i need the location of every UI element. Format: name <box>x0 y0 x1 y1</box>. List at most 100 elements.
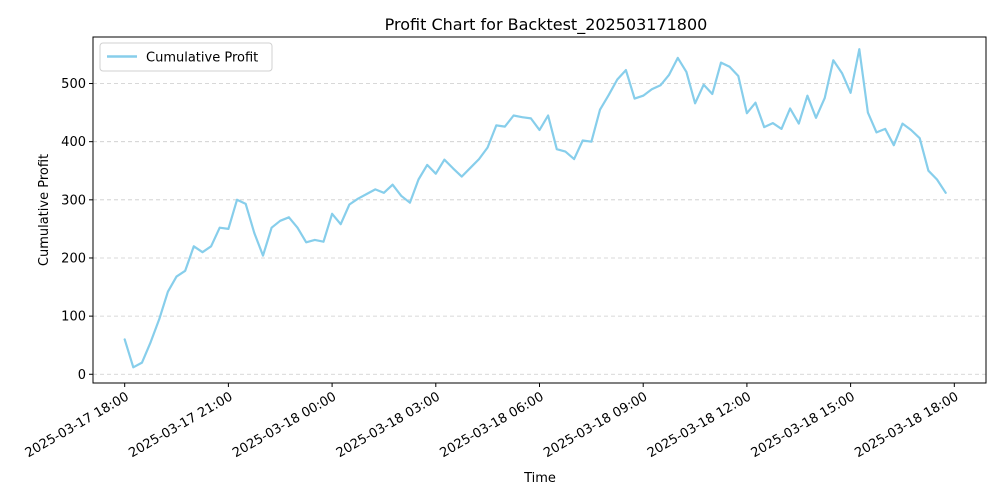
data-point <box>538 129 541 131</box>
data-point <box>832 59 835 62</box>
data-point <box>167 290 169 293</box>
data-point <box>720 61 722 64</box>
data-point <box>123 338 126 341</box>
data-point <box>581 139 584 142</box>
data-point <box>797 122 800 125</box>
y-tick-label: 100 <box>61 310 86 325</box>
data-point <box>668 73 670 76</box>
data-point <box>884 127 887 130</box>
data-point <box>746 112 748 115</box>
legend-box <box>99 42 273 72</box>
data-point <box>625 69 627 71</box>
chart-title: Profit Chart for Backtest_202503171800 <box>385 15 708 35</box>
data-point <box>443 158 446 161</box>
data-point <box>676 57 679 59</box>
data-point <box>201 251 204 254</box>
data-point <box>841 72 843 74</box>
data-point <box>158 318 161 320</box>
data-point <box>132 366 135 369</box>
data-point <box>789 107 791 110</box>
data-point <box>495 124 498 127</box>
data-point <box>607 94 610 97</box>
data-point <box>469 166 472 169</box>
data-point <box>858 48 861 51</box>
data-point <box>867 111 869 114</box>
data-point <box>288 216 290 219</box>
data-point <box>564 150 567 153</box>
data-point <box>227 228 230 230</box>
data-point <box>910 129 912 131</box>
data-point <box>434 172 437 175</box>
data-point <box>244 203 247 205</box>
grid-layer <box>93 83 986 375</box>
data-point <box>711 93 714 95</box>
data-point <box>780 127 783 130</box>
data-point <box>184 269 187 272</box>
data-point <box>478 158 480 161</box>
data-point <box>409 201 411 204</box>
data-point <box>599 108 601 111</box>
series-line-cumulative-profit <box>123 48 947 369</box>
data-point <box>417 178 420 181</box>
data-point <box>426 164 429 166</box>
data-point <box>400 194 403 197</box>
data-point <box>504 125 506 128</box>
data-point <box>374 188 377 191</box>
data-point <box>547 114 549 117</box>
data-point <box>512 114 515 117</box>
data-point <box>815 116 817 119</box>
data-point <box>590 140 593 143</box>
y-tick-label: 400 <box>61 135 86 150</box>
data-point <box>901 122 904 125</box>
data-point <box>365 193 368 195</box>
x-axis-label: Time <box>523 471 556 486</box>
data-point <box>771 122 774 124</box>
data-point <box>737 75 740 77</box>
data-point <box>555 148 558 151</box>
data-point <box>175 275 178 278</box>
data-point <box>694 102 696 105</box>
legend: Cumulative Profit <box>99 42 273 72</box>
data-point <box>754 101 757 104</box>
data-point <box>849 91 852 94</box>
data-point <box>210 245 213 248</box>
data-point <box>944 191 947 194</box>
data-point <box>763 126 766 128</box>
data-point <box>218 226 221 229</box>
data-point <box>391 183 394 186</box>
data-point <box>452 167 454 170</box>
data-point <box>530 117 532 120</box>
data-point <box>331 212 333 215</box>
data-point <box>149 341 152 344</box>
data-point <box>383 191 385 194</box>
y-axis-label: Cumulative Profit <box>37 154 52 266</box>
legend-entry-label: Cumulative Profit <box>146 51 258 66</box>
data-point <box>279 219 282 222</box>
data-point <box>305 241 308 244</box>
data-point <box>236 198 238 201</box>
data-point <box>728 65 731 68</box>
data-point <box>262 254 264 257</box>
data-point <box>339 223 342 226</box>
data-point <box>875 131 878 134</box>
data-point <box>348 203 351 206</box>
y-axis: 0 100 200 300 400 500 <box>61 77 93 383</box>
data-point <box>521 116 524 119</box>
data-point <box>616 78 619 81</box>
data-point <box>650 88 653 91</box>
data-point <box>702 83 705 86</box>
data-point <box>892 144 895 147</box>
data-point <box>313 239 316 241</box>
data-point <box>296 226 299 229</box>
y-tick-label: 200 <box>61 251 86 266</box>
data-point <box>823 97 826 99</box>
data-point <box>685 71 688 73</box>
data-point <box>806 94 809 97</box>
data-point <box>633 97 636 100</box>
data-point <box>192 245 195 248</box>
data-point <box>486 146 489 149</box>
data-point <box>573 158 575 161</box>
data-point <box>357 197 359 200</box>
y-tick-label: 0 <box>78 368 86 383</box>
